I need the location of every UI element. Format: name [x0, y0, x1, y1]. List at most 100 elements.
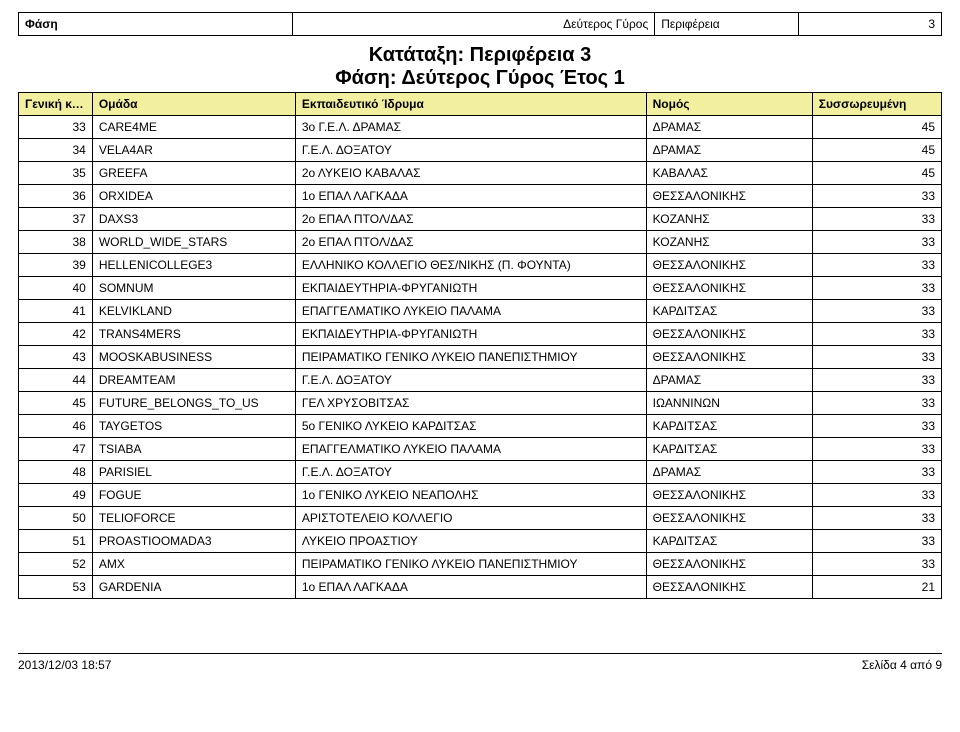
- cell-prefecture: ΚΟΖΑΝΗΣ: [646, 231, 812, 254]
- cell-team: TSIABA: [92, 438, 295, 461]
- cell-rank: 36: [19, 185, 93, 208]
- cell-score: 33: [812, 277, 941, 300]
- col-header-score: Συσσωρευμένη: [812, 93, 941, 116]
- cell-score: 33: [812, 438, 941, 461]
- cell-institution: 1ο ΕΠΑΛ ΛΑΓΚΑΔΑ: [295, 185, 646, 208]
- table-row: 52AMXΠΕΙΡΑΜΑΤΙΚΟ ΓΕΝΙΚΟ ΛΥΚΕΙΟ ΠΑΝΕΠΙΣΤΗ…: [19, 553, 942, 576]
- cell-institution: 5ο ΓΕΝΙΚΟ ΛΥΚΕΙΟ ΚΑΡΔΙΤΣΑΣ: [295, 415, 646, 438]
- cell-institution: 2ο ΛΥΚΕΙΟ ΚΑΒΑΛΑΣ: [295, 162, 646, 185]
- col-header-team: Ομάδα: [92, 93, 295, 116]
- table-row: 34VELA4ARΓ.Ε.Λ. ΔΟΞΑΤΟΥΔΡΑΜΑΣ45: [19, 139, 942, 162]
- cell-prefecture: ΚΟΖΑΝΗΣ: [646, 208, 812, 231]
- cell-score: 33: [812, 208, 941, 231]
- cell-score: 33: [812, 507, 941, 530]
- cell-team: AMX: [92, 553, 295, 576]
- cell-rank: 42: [19, 323, 93, 346]
- phase-label: Φάση: [19, 13, 293, 36]
- cell-prefecture: ΚΑΡΔΙΤΣΑΣ: [646, 300, 812, 323]
- table-row: 41KELVIKLANDΕΠΑΓΓΕΛΜΑΤΙΚΟ ΛΥΚΕΙΟ ΠΑΛΑΜΑΚ…: [19, 300, 942, 323]
- cell-institution: Γ.Ε.Λ. ΔΟΞΑΤΟΥ: [295, 461, 646, 484]
- cell-rank: 48: [19, 461, 93, 484]
- cell-institution: ΠΕΙΡΑΜΑΤΙΚΟ ΓΕΝΙΚΟ ΛΥΚΕΙΟ ΠΑΝΕΠΙΣΤΗΜΙΟΥ: [295, 346, 646, 369]
- table-row: 45FUTURE_BELONGS_TO_USΓΕΛ ΧΡΥΣΟΒΙΤΣΑΣΙΩΑ…: [19, 392, 942, 415]
- table-row: 39HELLENICOLLEGE3ΕΛΛΗΝΙΚΟ ΚΟΛΛΕΓΙΟ ΘΕΣ/Ν…: [19, 254, 942, 277]
- col-header-rank: Γενική κατάταξη: [19, 93, 93, 116]
- cell-institution: 2ο ΕΠΑΛ ΠΤΟΛ/ΔΑΣ: [295, 231, 646, 254]
- table-row: 53GARDENIA1ο ΕΠΑΛ ΛΑΓΚΑΔΑΘΕΣΣΑΛΟΝΙΚΗΣ21: [19, 576, 942, 599]
- cell-prefecture: ΚΑΒΑΛΑΣ: [646, 162, 812, 185]
- cell-rank: 47: [19, 438, 93, 461]
- cell-team: TRANS4MERS: [92, 323, 295, 346]
- cell-prefecture: ΘΕΣΣΑΛΟΝΙΚΗΣ: [646, 254, 812, 277]
- title-line1: Κατάταξη: Περιφέρεια 3: [18, 44, 942, 67]
- cell-prefecture: ΘΕΣΣΑΛΟΝΙΚΗΣ: [646, 484, 812, 507]
- table-row: 47TSIABAΕΠΑΓΓΕΛΜΑΤΙΚΟ ΛΥΚΕΙΟ ΠΑΛΑΜΑΚΑΡΔΙ…: [19, 438, 942, 461]
- table-row: 51PROASTIOOMADA3ΛΥΚΕΙΟ ΠΡΟΑΣΤΙΟΥΚΑΡΔΙΤΣΑ…: [19, 530, 942, 553]
- cell-score: 33: [812, 553, 941, 576]
- cell-rank: 35: [19, 162, 93, 185]
- ranking-table: Γενική κατάταξη Ομάδα Εκπαιδευτικό Ίδρυμ…: [18, 92, 942, 599]
- cell-rank: 38: [19, 231, 93, 254]
- cell-score: 33: [812, 346, 941, 369]
- cell-prefecture: ΙΩΑΝΝΙΝΩΝ: [646, 392, 812, 415]
- cell-prefecture: ΘΕΣΣΑΛΟΝΙΚΗΣ: [646, 346, 812, 369]
- cell-team: KELVIKLAND: [92, 300, 295, 323]
- cell-score: 45: [812, 139, 941, 162]
- cell-institution: 1ο ΓΕΝΙΚΟ ΛΥΚΕΙΟ ΝΕΑΠΟΛΗΣ: [295, 484, 646, 507]
- cell-team: SOMNUM: [92, 277, 295, 300]
- table-row: 40SOMNUMΕΚΠΑΙΔΕΥΤΗΡΙΑ-ΦΡΥΓΑΝΙΩΤΗΘΕΣΣΑΛΟΝ…: [19, 277, 942, 300]
- footer-page: Σελίδα 4 από 9: [862, 658, 942, 672]
- cell-institution: ΕΚΠΑΙΔΕΥΤΗΡΙΑ-ΦΡΥΓΑΝΙΩΤΗ: [295, 277, 646, 300]
- col-header-prefecture: Νομός: [646, 93, 812, 116]
- cell-institution: ΕΠΑΓΓΕΛΜΑΤΙΚΟ ΛΥΚΕΙΟ ΠΑΛΑΜΑ: [295, 300, 646, 323]
- cell-prefecture: ΘΕΣΣΑΛΟΝΙΚΗΣ: [646, 323, 812, 346]
- cell-team: PROASTIOOMADA3: [92, 530, 295, 553]
- cell-score: 33: [812, 231, 941, 254]
- cell-institution: 1ο ΕΠΑΛ ΛΑΓΚΑΔΑ: [295, 576, 646, 599]
- table-row: 37DAXS32ο ΕΠΑΛ ΠΤΟΛ/ΔΑΣΚΟΖΑΝΗΣ33: [19, 208, 942, 231]
- title-line2: Φάση: Δεύτερος Γύρος Έτος 1: [18, 67, 942, 90]
- cell-rank: 43: [19, 346, 93, 369]
- table-row: 35GREEFA2ο ΛΥΚΕΙΟ ΚΑΒΑΛΑΣΚΑΒΑΛΑΣ45: [19, 162, 942, 185]
- cell-institution: ΕΠΑΓΓΕΛΜΑΤΙΚΟ ΛΥΚΕΙΟ ΠΑΛΑΜΑ: [295, 438, 646, 461]
- cell-rank: 44: [19, 369, 93, 392]
- cell-prefecture: ΔΡΑΜΑΣ: [646, 116, 812, 139]
- cell-rank: 41: [19, 300, 93, 323]
- cell-score: 21: [812, 576, 941, 599]
- cell-score: 33: [812, 530, 941, 553]
- cell-prefecture: ΘΕΣΣΑΛΟΝΙΚΗΣ: [646, 553, 812, 576]
- cell-institution: ΓΕΛ ΧΡΥΣΟΒΙΤΣΑΣ: [295, 392, 646, 415]
- cell-team: GARDENIA: [92, 576, 295, 599]
- cell-rank: 45: [19, 392, 93, 415]
- cell-team: PARISIEL: [92, 461, 295, 484]
- cell-rank: 40: [19, 277, 93, 300]
- cell-prefecture: ΚΑΡΔΙΤΣΑΣ: [646, 530, 812, 553]
- cell-score: 33: [812, 392, 941, 415]
- table-row: 44DREAMTEAMΓ.Ε.Λ. ΔΟΞΑΤΟΥΔΡΑΜΑΣ33: [19, 369, 942, 392]
- cell-team: CARE4ME: [92, 116, 295, 139]
- cell-team: TAYGETOS: [92, 415, 295, 438]
- cell-prefecture: ΘΕΣΣΑΛΟΝΙΚΗΣ: [646, 277, 812, 300]
- cell-rank: 53: [19, 576, 93, 599]
- cell-score: 33: [812, 300, 941, 323]
- cell-rank: 39: [19, 254, 93, 277]
- cell-prefecture: ΘΕΣΣΑΛΟΝΙΚΗΣ: [646, 576, 812, 599]
- cell-team: FUTURE_BELONGS_TO_US: [92, 392, 295, 415]
- table-row: 43MOOSKABUSINESSΠΕΙΡΑΜΑΤΙΚΟ ΓΕΝΙΚΟ ΛΥΚΕΙ…: [19, 346, 942, 369]
- cell-team: TELIOFORCE: [92, 507, 295, 530]
- cell-rank: 33: [19, 116, 93, 139]
- cell-institution: 3ο Γ.Ε.Λ. ΔΡΑΜΑΣ: [295, 116, 646, 139]
- cell-institution: ΑΡΙΣΤΟΤΕΛΕΙΟ ΚΟΛΛΕΓΙΟ: [295, 507, 646, 530]
- cell-team: DAXS3: [92, 208, 295, 231]
- cell-institution: 2ο ΕΠΑΛ ΠΤΟΛ/ΔΑΣ: [295, 208, 646, 231]
- cell-rank: 37: [19, 208, 93, 231]
- table-row: 46TAYGETOS5ο ΓΕΝΙΚΟ ΛΥΚΕΙΟ ΚΑΡΔΙΤΣΑΣΚΑΡΔ…: [19, 415, 942, 438]
- footer-timestamp: 2013/12/03 18:57: [18, 658, 111, 672]
- cell-team: HELLENICOLLEGE3: [92, 254, 295, 277]
- cell-score: 33: [812, 185, 941, 208]
- table-row: 49FOGUE1ο ΓΕΝΙΚΟ ΛΥΚΕΙΟ ΝΕΑΠΟΛΗΣΘΕΣΣΑΛΟΝ…: [19, 484, 942, 507]
- cell-prefecture: ΚΑΡΔΙΤΣΑΣ: [646, 415, 812, 438]
- cell-score: 45: [812, 116, 941, 139]
- cell-rank: 50: [19, 507, 93, 530]
- col-header-institution: Εκπαιδευτικό Ίδρυμα: [295, 93, 646, 116]
